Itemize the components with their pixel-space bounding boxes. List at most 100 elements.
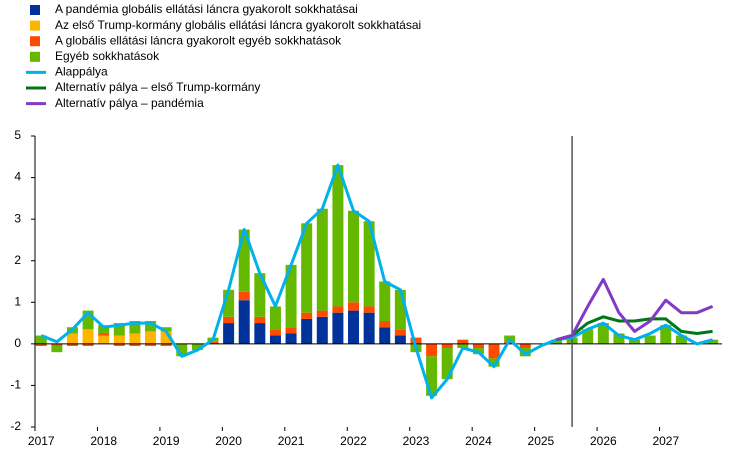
x-tick-label: 2022 [340, 434, 367, 448]
x-tick-label: 2024 [465, 434, 492, 448]
x-tick-label: 2017 [28, 434, 55, 448]
bar [223, 289, 235, 317]
bar [285, 333, 297, 344]
bar [238, 291, 250, 301]
bar [66, 343, 78, 346]
bar [613, 333, 625, 344]
bar [66, 333, 78, 344]
bar [254, 323, 266, 344]
bar [301, 318, 313, 344]
x-tick-label: 2020 [215, 434, 242, 448]
bar [51, 343, 63, 346]
bar [472, 343, 484, 349]
legend-label: Alternatív pálya – pandémia [55, 96, 204, 110]
bar [379, 281, 391, 321]
bar [348, 210, 360, 303]
bar [441, 348, 453, 380]
legend-label: Az első Trump-kormány globális ellátási … [55, 18, 421, 32]
bar [98, 325, 110, 334]
bar [379, 327, 391, 344]
bar [82, 310, 94, 330]
bar [98, 333, 110, 336]
y-tick-label: 3 [14, 211, 21, 225]
bar [238, 229, 250, 292]
bar [394, 289, 406, 330]
bar [519, 343, 531, 349]
bar [457, 343, 469, 349]
bar [35, 343, 47, 346]
bar [363, 312, 375, 344]
bar [269, 329, 281, 336]
bar [269, 335, 281, 344]
bar [629, 339, 641, 344]
bar [597, 323, 609, 344]
x-tick-label: 2026 [590, 434, 617, 448]
line [556, 277, 714, 342]
legend-label: Alappálya [55, 65, 108, 79]
bar [488, 343, 500, 359]
legend-swatch [30, 20, 40, 31]
bar [191, 343, 203, 351]
y-tick-label: 0 [14, 336, 21, 350]
bar [332, 306, 344, 313]
bar [582, 329, 594, 344]
y-tick-label: 5 [14, 128, 21, 142]
bar [285, 327, 297, 334]
bar [113, 343, 125, 346]
bar [223, 316, 235, 324]
bar [301, 223, 313, 313]
x-tick-label: 2025 [528, 434, 555, 448]
bar [519, 348, 531, 357]
bar [426, 356, 438, 396]
bar [254, 273, 266, 317]
bar [504, 341, 516, 344]
bar [660, 325, 672, 344]
bar [348, 310, 360, 344]
bar [332, 165, 344, 307]
bar [441, 343, 453, 349]
bar [316, 310, 328, 317]
y-tick-label: 4 [14, 170, 21, 184]
line [40, 163, 713, 400]
bar [332, 312, 344, 344]
bar [160, 331, 172, 344]
legend-label: Alternatív pálya – első Trump-kormány [55, 80, 260, 94]
x-tick-label: 2023 [403, 434, 430, 448]
bar [301, 312, 313, 319]
bar [145, 320, 157, 332]
bar [285, 264, 297, 328]
bar [316, 208, 328, 311]
bar [644, 335, 656, 344]
bar [488, 358, 500, 367]
bar [363, 306, 375, 313]
bar [363, 221, 375, 307]
bar [238, 300, 250, 344]
legend-label: Egyéb sokkhatások [55, 49, 160, 63]
x-tick-label: 2027 [652, 434, 679, 448]
x-tick-label: 2019 [153, 434, 180, 448]
x-tick-label: 2018 [90, 434, 117, 448]
y-tick-label: 1 [14, 294, 21, 308]
bar [316, 316, 328, 344]
bar [379, 320, 391, 328]
bar [145, 343, 157, 346]
y-tick-label: -1 [10, 378, 21, 392]
bar [550, 339, 562, 344]
bar [129, 333, 141, 344]
y-tick-label: 2 [14, 253, 21, 267]
bar [254, 316, 266, 324]
bar [394, 335, 406, 344]
legend-label: A globális ellátási láncra gyakorolt egy… [55, 33, 342, 47]
bar [113, 323, 125, 336]
bar [348, 302, 360, 311]
y-tick-label: -2 [10, 419, 21, 433]
bar [160, 327, 172, 332]
bar [145, 331, 157, 344]
bar [207, 341, 219, 344]
line [556, 315, 713, 342]
bar [129, 343, 141, 346]
bar [675, 335, 687, 344]
bar [426, 343, 438, 357]
bar [269, 306, 281, 330]
